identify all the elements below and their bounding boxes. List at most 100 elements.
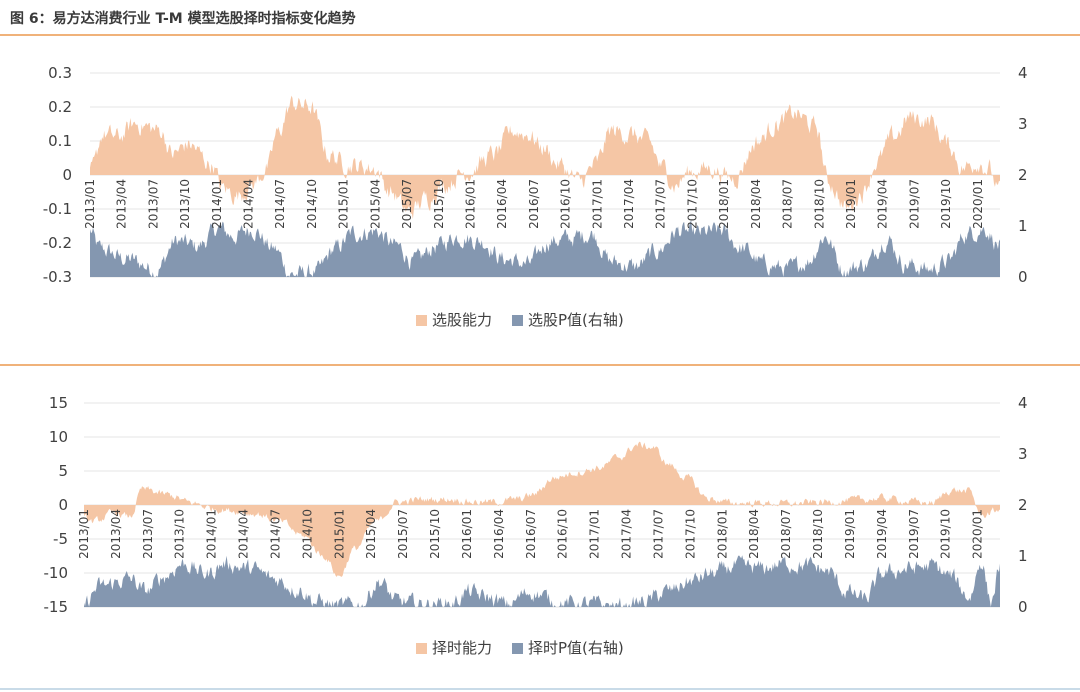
legend-label: 择时能力 (432, 639, 492, 657)
ability-area-mark (84, 441, 1000, 577)
x-axis-tick-label: 2019/10 (939, 509, 953, 559)
x-axis-tick-label: 2019/04 (875, 509, 889, 559)
x-axis-tick-label: 2014/10 (300, 509, 314, 559)
bottom-border (0, 688, 1080, 690)
chart1-legend: 选股能力 选股P值(右轴) (416, 311, 624, 329)
x-axis-tick-label: 2016/10 (556, 509, 570, 559)
x-axis-tick-label: 2018/10 (812, 179, 826, 229)
x-axis-tick-label: 2013/04 (109, 509, 123, 559)
right-axis-tick-label: 2 (1018, 166, 1028, 184)
right-axis-tick-label: 4 (1018, 394, 1028, 412)
legend-label: 选股能力 (432, 311, 492, 329)
x-axis-tick-label: 2017/10 (685, 179, 699, 229)
x-axis-tick-label: 2016/07 (524, 509, 538, 559)
chart2-right-axis: 4 3 2 1 0 (1018, 394, 1028, 616)
right-axis-tick-label: 4 (1018, 64, 1028, 82)
x-axis-tick-label: 2019/01 (844, 179, 858, 229)
chart2-ability-area (84, 441, 1000, 577)
pvalue-area-mark (90, 220, 1000, 277)
x-axis-tick-label: 2015/01 (337, 179, 351, 229)
x-axis-tick-label: 2014/04 (242, 179, 256, 229)
left-axis-tick-label: 15 (49, 394, 68, 412)
x-axis-tick-label: 2017/04 (620, 509, 634, 559)
left-axis-tick-label: 0 (62, 166, 72, 184)
chart-divider (0, 364, 1080, 366)
left-axis-tick-label: 5 (58, 462, 68, 480)
x-axis-tick-label: 2018/07 (781, 179, 795, 229)
ability-area-mark (90, 95, 1000, 220)
x-axis-tick-label: 2016/07 (527, 179, 541, 229)
chart1-left-axis: 0.3 0.2 0.1 0 -0.1 -0.2 -0.3 (43, 64, 72, 286)
legend-swatch (416, 643, 427, 654)
legend-label: 选股P值(右轴) (528, 311, 624, 329)
x-axis-tick-label: 2016/01 (460, 509, 474, 559)
x-axis-tick-label: 2019/04 (876, 179, 890, 229)
left-axis-tick-label: -5 (53, 530, 68, 548)
chart2-left-axis: 15 10 5 0 -5 -10 -15 (44, 394, 69, 616)
left-axis-tick-label: -15 (44, 598, 69, 616)
x-axis-tick-label: 2013/01 (77, 509, 91, 559)
left-axis-tick-label: -0.2 (43, 234, 72, 252)
left-axis-tick-label: -10 (44, 564, 69, 582)
x-axis-tick-label: 2014/10 (305, 179, 319, 229)
x-axis-tick-label: 2015/10 (432, 179, 446, 229)
legend-swatch (416, 315, 427, 326)
x-axis-tick-label: 2017/01 (590, 179, 604, 229)
x-axis-tick-label: 2015/07 (396, 509, 410, 559)
x-axis-tick-label: 2017/01 (588, 509, 602, 559)
x-axis-tick-label: 2017/04 (622, 179, 636, 229)
x-axis-tick-label: 2019/10 (939, 179, 953, 229)
x-axis-tick-label: 2017/07 (651, 509, 665, 559)
right-axis-tick-label: 3 (1018, 115, 1028, 133)
pvalue-area-mark (84, 555, 1000, 607)
x-axis-tick-label: 2018/07 (779, 509, 793, 559)
chart2-legend: 择时能力 择时P值(右轴) (416, 639, 624, 657)
legend-swatch (512, 315, 523, 326)
x-axis-tick-label: 2014/01 (210, 179, 224, 229)
legend-swatch (512, 643, 523, 654)
chart2-pvalue-area (84, 555, 1000, 607)
chart2-x-axis: 2013/01 2013/04 2013/07 2013/10 2014/01 2014/… (77, 509, 985, 559)
left-axis-tick-label: -0.1 (43, 200, 72, 218)
legend-label: 择时P值(右轴) (528, 639, 624, 657)
chart1-ability-area (90, 95, 1000, 220)
x-axis-tick-label: 2017/10 (683, 509, 697, 559)
x-axis-tick-label: 2015/10 (428, 509, 442, 559)
x-axis-tick-label: 2014/07 (273, 179, 287, 229)
x-axis-tick-label: 2013/10 (178, 179, 192, 229)
x-axis-tick-label: 2013/04 (115, 179, 129, 229)
right-axis-tick-label: 1 (1018, 547, 1028, 565)
x-axis-tick-label: 2016/01 (463, 179, 477, 229)
left-axis-tick-label: 0 (58, 496, 68, 514)
x-axis-tick-label: 2020/01 (971, 179, 985, 229)
x-axis-tick-label: 2016/10 (559, 179, 573, 229)
x-axis-tick-label: 2013/01 (83, 179, 97, 229)
x-axis-tick-label: 2015/01 (332, 509, 346, 559)
right-axis-tick-label: 3 (1018, 445, 1028, 463)
x-axis-tick-label: 2015/04 (368, 179, 382, 229)
left-axis-tick-label: 10 (49, 428, 68, 446)
x-axis-tick-label: 2018/10 (811, 509, 825, 559)
chart1-x-axis: 2013/01 2013/04 2013/07 2013/10 2014/01 2014/… (83, 179, 985, 229)
x-axis-tick-label: 2018/04 (749, 179, 763, 229)
x-axis-tick-label: 2020/01 (971, 509, 985, 559)
right-axis-tick-label: 0 (1018, 598, 1028, 616)
x-axis-tick-label: 2018/01 (715, 509, 729, 559)
x-axis-tick-label: 2019/07 (907, 509, 921, 559)
x-axis-tick-label: 2014/07 (268, 509, 282, 559)
x-axis-tick-label: 2016/04 (495, 179, 509, 229)
x-axis-tick-label: 2017/07 (654, 179, 668, 229)
right-axis-tick-label: 0 (1018, 268, 1028, 286)
title-bar: 图 6：易方达消费行业 T-M 模型选股择时指标变化趋势 (0, 0, 1080, 36)
x-axis-tick-label: 2015/07 (400, 179, 414, 229)
x-axis-tick-label: 2018/01 (717, 179, 731, 229)
page-title: 图 6：易方达消费行业 T-M 模型选股择时指标变化趋势 (10, 11, 356, 27)
right-axis-tick-label: 2 (1018, 496, 1028, 514)
left-axis-tick-label: 0.3 (48, 64, 72, 82)
x-axis-tick-label: 2014/04 (237, 509, 251, 559)
x-axis-tick-label: 2013/07 (146, 179, 160, 229)
x-axis-tick-label: 2016/04 (492, 509, 506, 559)
chart1-right-axis: 4 3 2 1 0 (1018, 64, 1028, 286)
